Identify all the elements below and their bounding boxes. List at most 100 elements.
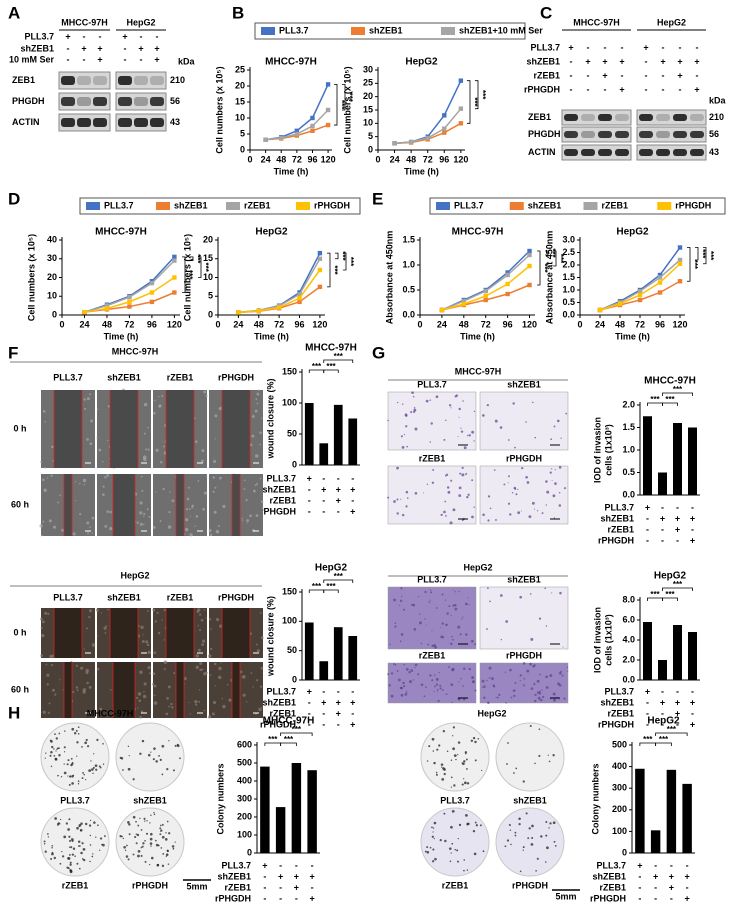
speckle <box>507 482 509 484</box>
y-tick-label: 400 <box>612 761 627 771</box>
sig-label: *** <box>330 265 339 275</box>
speckle <box>168 705 170 708</box>
speckle <box>79 512 82 516</box>
colony <box>43 843 46 845</box>
y-tick-label: 10 <box>47 291 57 301</box>
speckle <box>486 587 489 590</box>
speckle <box>463 446 467 450</box>
legend-swatch <box>86 202 100 210</box>
sign: - <box>679 42 682 52</box>
speckle <box>155 491 157 493</box>
sign: + <box>138 43 143 53</box>
speckle <box>86 397 90 401</box>
panel-letter: G <box>372 343 385 362</box>
speckle <box>169 491 171 493</box>
colony <box>64 730 66 732</box>
blot-strip <box>561 126 632 143</box>
colony <box>150 814 152 816</box>
y-tick-label: 0 <box>247 847 252 857</box>
colony <box>91 855 94 858</box>
colony <box>69 839 72 842</box>
speckle <box>519 674 522 677</box>
sign: - <box>308 697 311 707</box>
kda-value: 56 <box>170 96 180 106</box>
sig-bracket <box>323 579 354 583</box>
speckle <box>109 527 113 531</box>
speckle <box>425 686 427 688</box>
sign: - <box>124 43 127 53</box>
colony <box>51 745 54 749</box>
speckle <box>440 513 443 516</box>
sign: + <box>350 506 355 516</box>
point <box>458 78 464 83</box>
image-label: rPHGDH <box>506 453 542 463</box>
bar <box>333 627 343 680</box>
sign: - <box>645 70 648 80</box>
speckle <box>106 510 110 513</box>
point <box>527 252 532 258</box>
colony <box>433 838 435 840</box>
colony <box>149 832 153 836</box>
wound <box>166 608 194 658</box>
speckle <box>406 445 409 448</box>
colony <box>166 820 169 823</box>
colony <box>128 823 131 826</box>
speckle <box>42 478 45 482</box>
colony <box>530 843 534 846</box>
speckle <box>136 696 139 700</box>
speckle <box>400 435 403 438</box>
colony <box>429 846 432 849</box>
x-axis-label: Time (h) <box>404 166 439 176</box>
colony <box>128 755 130 757</box>
kda-unit: kDa <box>178 56 196 66</box>
y-axis-label: Cell numbers (x 10⁵) <box>26 234 36 321</box>
colony <box>168 832 171 835</box>
y-tick-label: 2.0 <box>562 259 575 269</box>
speckle <box>507 439 510 441</box>
speckle <box>88 685 92 689</box>
y-tick-label: 600 <box>237 739 252 749</box>
band <box>615 131 629 138</box>
wound <box>176 474 184 536</box>
chart-title: HepG2 <box>405 57 438 68</box>
x-tick-label: 72 <box>292 154 302 164</box>
colony <box>172 847 175 850</box>
sig-label: *** <box>193 254 202 264</box>
sign: - <box>570 70 573 80</box>
sign: - <box>570 56 573 66</box>
colony <box>440 763 444 766</box>
band <box>690 131 704 138</box>
colony <box>127 858 130 861</box>
colony <box>155 760 158 763</box>
point <box>172 290 177 295</box>
colony <box>93 753 95 755</box>
panel-letter: E <box>372 189 383 208</box>
colony <box>134 835 137 839</box>
colony <box>519 870 522 873</box>
colony <box>63 835 67 839</box>
speckle <box>554 469 556 471</box>
condition-label: shZEB1 <box>262 697 296 707</box>
sign: + <box>660 513 665 523</box>
column-label: shZEB1 <box>107 592 141 602</box>
speckle <box>208 654 212 658</box>
y-tick-label: 20 <box>235 80 245 90</box>
speckle <box>525 475 528 479</box>
sign: - <box>646 535 649 545</box>
speckle <box>536 691 540 694</box>
speckle <box>566 666 569 668</box>
speckle <box>255 679 259 682</box>
bar <box>260 766 270 853</box>
point <box>263 137 268 142</box>
sign: + <box>677 56 682 66</box>
speckle <box>251 414 255 418</box>
speckle <box>429 599 431 601</box>
bar <box>348 636 358 680</box>
speckle <box>87 532 89 535</box>
colony <box>546 846 549 850</box>
image-label: rZEB1 <box>419 453 446 463</box>
colony <box>444 839 447 843</box>
colony <box>54 817 57 820</box>
speckle <box>198 689 201 691</box>
speckle <box>533 664 536 667</box>
